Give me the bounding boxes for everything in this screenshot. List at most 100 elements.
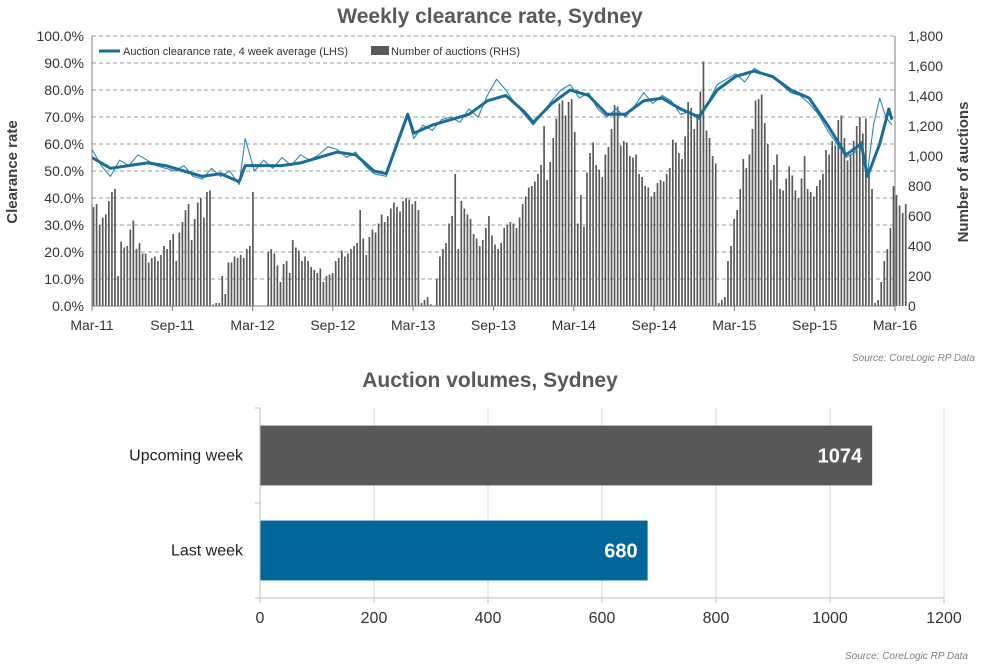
right-tick-label: 400 [908,238,932,254]
auction-bar [242,258,245,306]
auction-bar [236,258,239,306]
auction-bar [567,102,570,306]
auction-bar [711,156,714,306]
auction-bar [386,216,389,306]
auction-bar [108,201,110,306]
auction-bar [794,190,797,306]
auction-bar [92,207,95,306]
auction-bar [98,225,101,306]
auction-bar [739,189,742,306]
auction-bar [524,196,527,306]
auction-bar [858,117,861,306]
auction-bar [656,183,659,306]
right-tick-label: 800 [908,178,932,194]
left-tick-label: 10.0% [44,271,84,287]
auction-bar [144,253,147,306]
right-tick-label: 0 [908,298,916,314]
auction-bar [696,114,699,306]
auction-bar [132,220,135,306]
auction-bar [301,261,303,306]
auction-bar [638,174,640,306]
auction-bar [699,91,702,306]
auction-bar [423,300,426,306]
auction-bar [770,180,772,306]
auction-bar [126,246,129,306]
auction-bar [558,103,561,306]
auction-bar [135,249,138,306]
auction-bar [537,174,539,306]
left-tick-label: 70.0% [44,109,84,125]
auction-bar [101,217,104,306]
auction-bar [800,178,803,306]
auction-bar [466,214,469,306]
auction-bar [374,232,377,306]
auction-bar [561,100,564,306]
auction-bar [221,276,224,306]
auction-bar [871,189,873,306]
auction-bar [451,216,453,306]
clearance-gridlines [92,35,895,280]
left-tick-label: 60.0% [44,136,84,152]
auction-bar [426,297,429,306]
auction-bar [855,126,858,306]
left-tick-label: 80.0% [44,82,84,98]
auction-bar [837,120,840,306]
right-tick-label: 1,000 [908,148,943,164]
auction-bar [530,186,533,306]
x-tick-label: Sep-13 [471,317,516,333]
auction-bar [368,237,371,306]
auction-bar [114,189,116,306]
right-tick-label: 1,400 [908,88,943,104]
auction-bar [819,180,821,306]
auction-bar [117,276,119,306]
auction-bar [196,202,199,306]
right-tick-label: 200 [908,268,932,284]
auction-bar [629,156,631,306]
bar-value-label: 1074 [818,446,863,468]
auction-bar [150,258,153,306]
auction-bar [727,261,729,306]
auction-bar [766,144,769,306]
auction-bar [445,243,447,306]
auction-bar [273,253,276,306]
auction-bar [187,204,190,306]
auction-bar [399,211,401,306]
auction-bar [592,142,594,306]
auction-bar [402,201,404,306]
auction-bar [598,169,601,306]
auction-bar [684,136,686,306]
auction-bar [812,196,815,306]
auction-bar [886,249,889,306]
auction-bar [203,217,205,306]
auction-bar [724,297,726,306]
auction-bar [141,253,144,306]
auction-bar [442,249,444,306]
x-tick-label: Sep-11 [150,317,194,333]
auction-bar [788,166,791,306]
auction-bar [95,204,98,306]
left-tick-label: 0.0% [52,298,84,314]
auction-bar [687,102,689,306]
auction-bar [874,303,876,306]
auction-bar [776,154,778,306]
auction-bar [619,145,622,306]
x-axis-ticks: Mar-11 Sep-11 Mar-12 Sep-12 Mar-13 Sep-13 Mar-… [70,306,917,333]
left-tick-label: 40.0% [44,190,84,206]
weekly-clearance-line [91,67,893,186]
auction-bar [570,99,573,306]
auction-bar [417,210,420,306]
auction-bar [454,174,457,306]
auction-bar [331,273,334,306]
chart-title-volumes: Auction volumes, Sydney [362,369,618,392]
average-clearance-line [91,69,894,184]
clearance-rate-chart: Weekly clearance rate, Sydney 0.0% 10.0% 2… [4,5,975,364]
auction-bar [883,261,886,306]
right-tick-label: 1,800 [908,28,943,44]
auction-bar [546,180,548,306]
auction-bar [294,247,297,306]
auction-bar [797,198,800,306]
auction-bar [803,156,806,306]
auction-bar [371,229,374,306]
auction-bar [745,168,748,306]
auction-bar [625,142,628,306]
